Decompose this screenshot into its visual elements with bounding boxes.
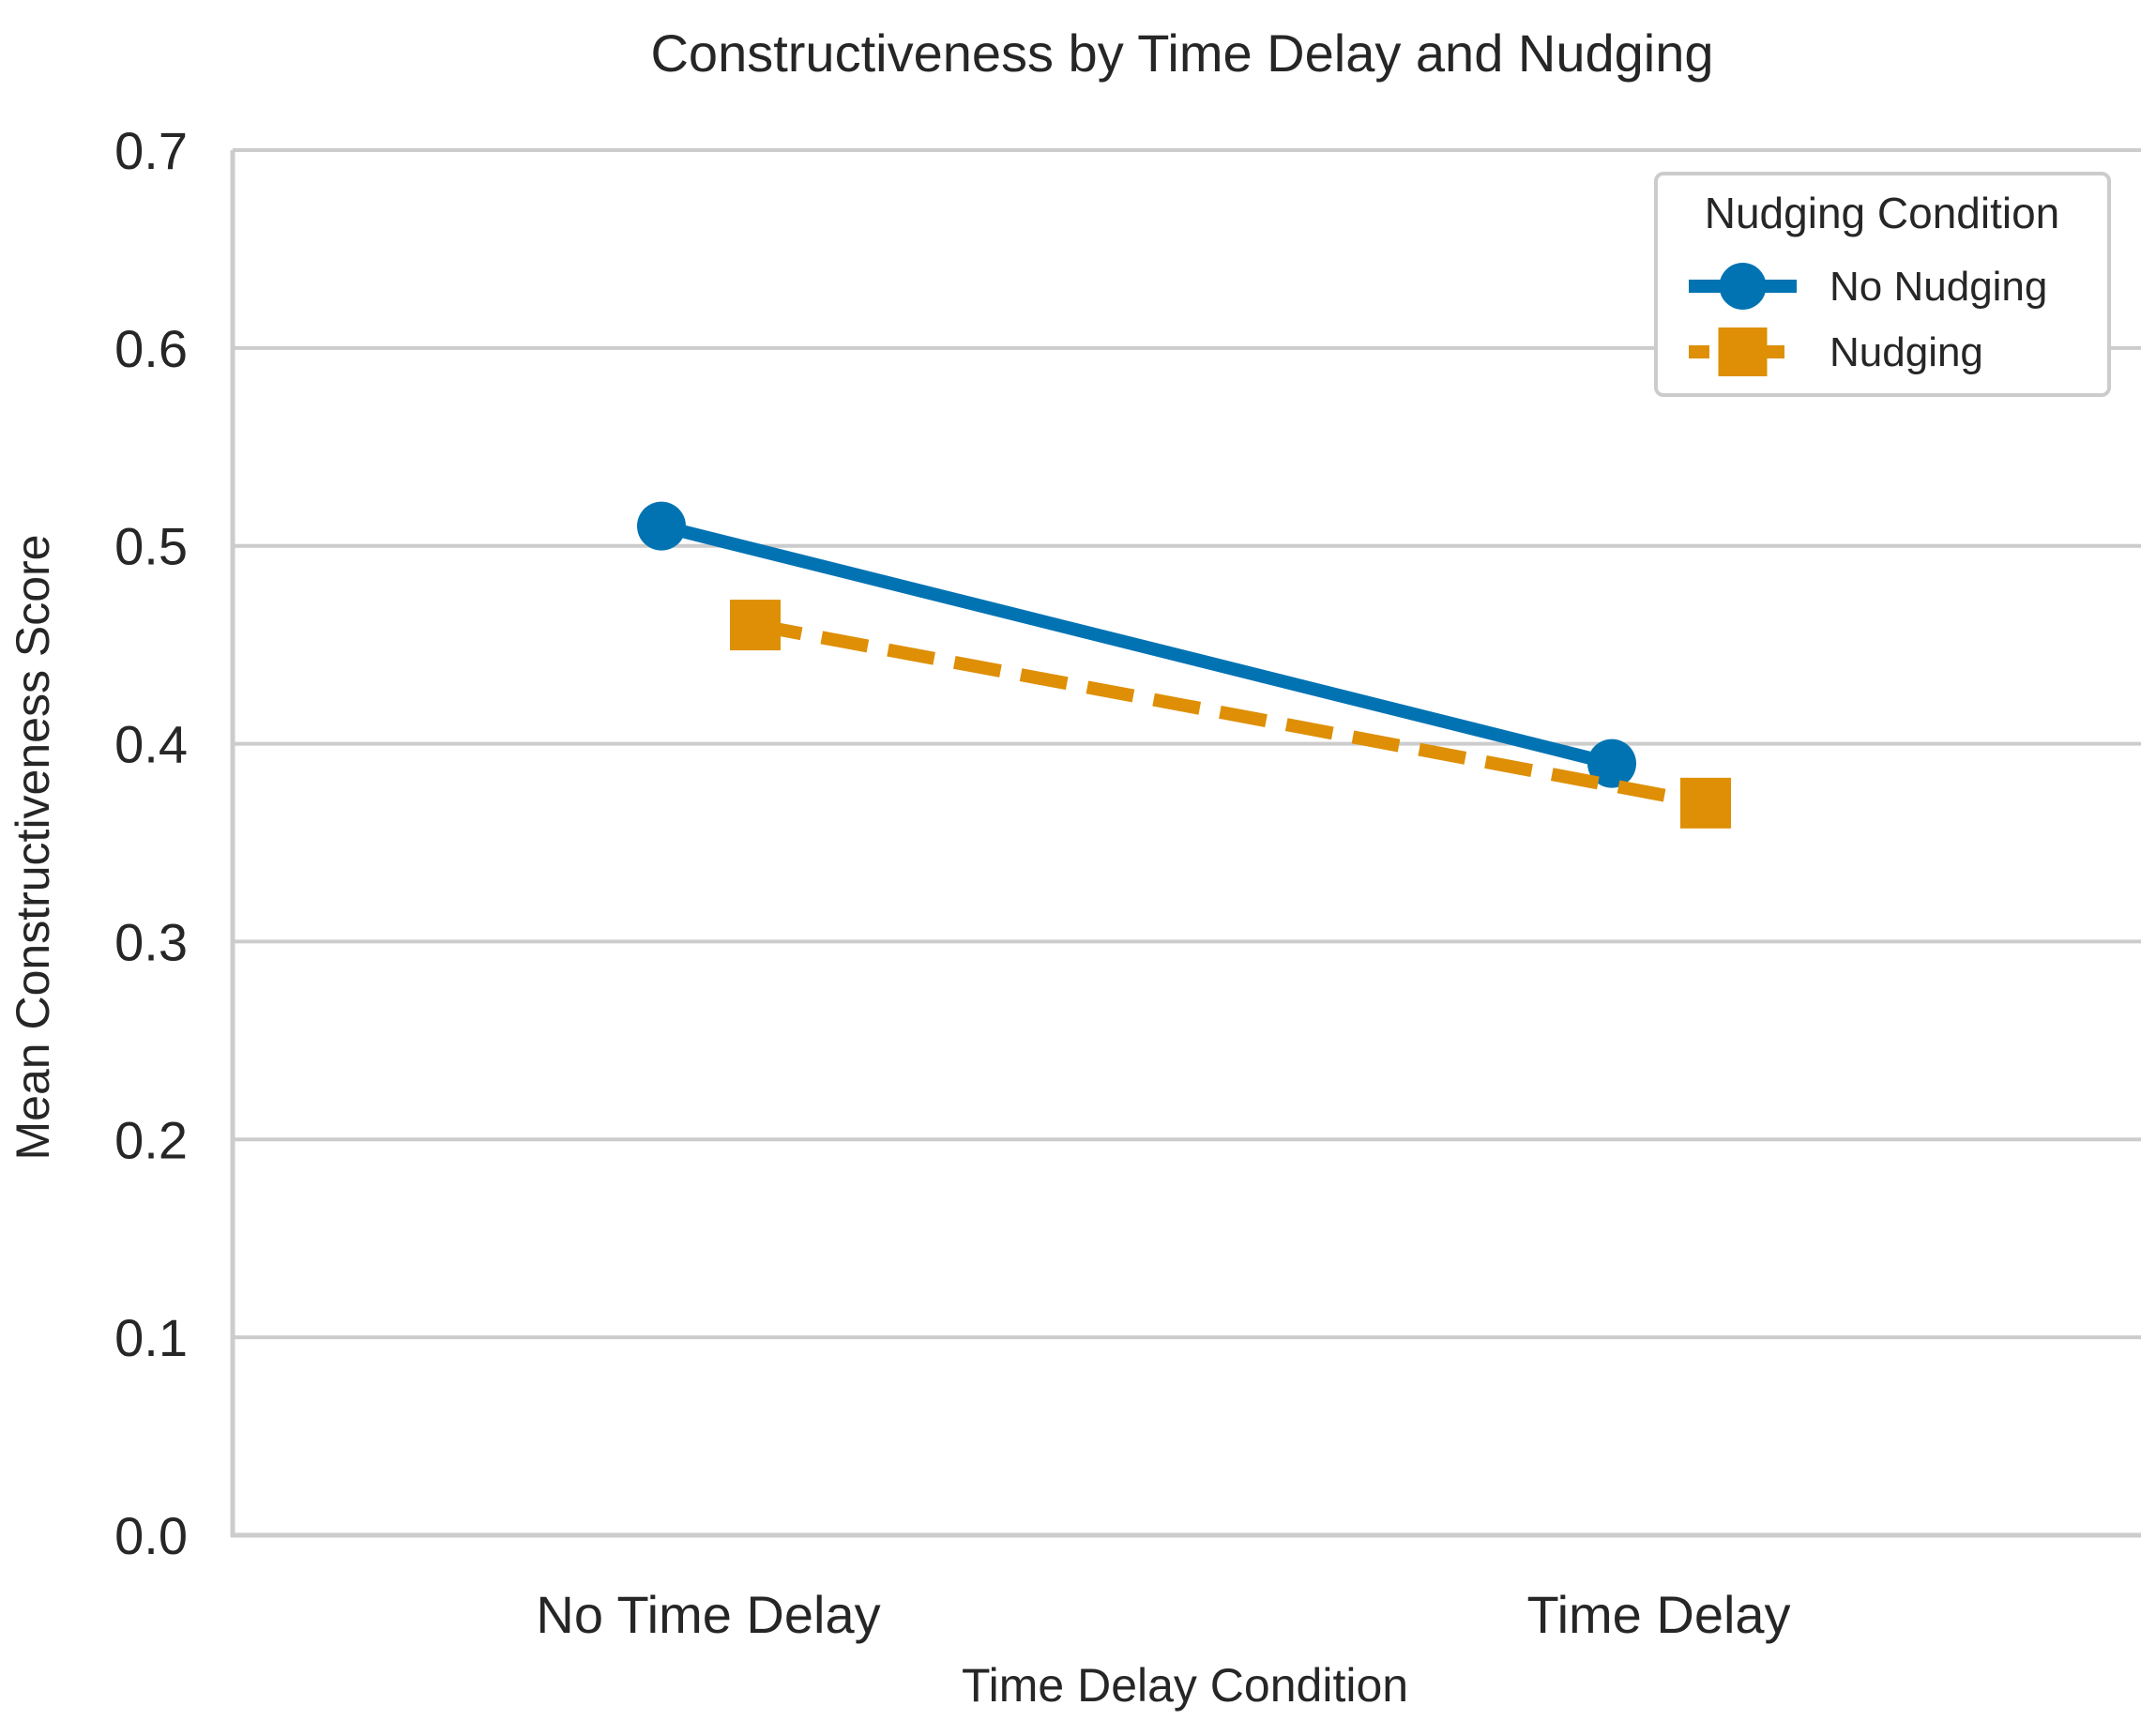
legend-box xyxy=(1654,172,2111,397)
x-tick-label: No Time Delay xyxy=(536,1585,880,1644)
y-axis-label: Mean Constructiveness Score xyxy=(7,535,59,1161)
legend-title: Nudging Condition xyxy=(1705,189,2060,237)
legend-entry-no-nudging: No Nudging xyxy=(1689,263,2047,310)
data-point xyxy=(637,501,686,551)
legend-label: Nudging xyxy=(1830,329,1983,375)
legend-marker xyxy=(1718,327,1768,376)
series-nudging xyxy=(730,600,1731,829)
legend-entries: No Nudging Nudging xyxy=(1689,263,2047,376)
legend-label: No Nudging xyxy=(1830,264,2047,310)
y-tick-label: 0.0 xyxy=(114,1506,188,1565)
x-tick-label: Time Delay xyxy=(1526,1585,1790,1644)
y-tick-label: 0.5 xyxy=(114,517,188,576)
y-tick-label: 0.7 xyxy=(114,121,188,180)
y-tick-label: 0.4 xyxy=(114,715,188,774)
series-layer xyxy=(637,501,1731,829)
legend-entry-nudging: Nudging xyxy=(1689,327,1983,376)
data-point xyxy=(1587,739,1636,788)
x-axis-label: Time Delay Condition xyxy=(962,1659,1408,1712)
data-point xyxy=(730,600,781,651)
y-tick-label: 0.3 xyxy=(114,912,188,971)
legend-marker xyxy=(1719,263,1767,310)
y-tick-labels: 0.0 0.1 0.2 0.3 0.4 0.5 0.6 0.7 xyxy=(114,121,188,1565)
chart-title: Constructiveness by Time Delay and Nudgi… xyxy=(650,23,1713,83)
x-tick-labels: No Time Delay Time Delay xyxy=(536,1585,1790,1644)
series-no-nudging xyxy=(637,501,1636,788)
legend: Nudging Condition No Nudging Nudging xyxy=(1654,172,2111,397)
y-tick-label: 0.6 xyxy=(114,319,188,378)
y-tick-label: 0.1 xyxy=(114,1308,188,1367)
series-line xyxy=(753,618,1708,810)
series-line xyxy=(660,519,1614,770)
y-tick-label: 0.2 xyxy=(114,1110,188,1169)
data-point xyxy=(1680,777,1731,829)
